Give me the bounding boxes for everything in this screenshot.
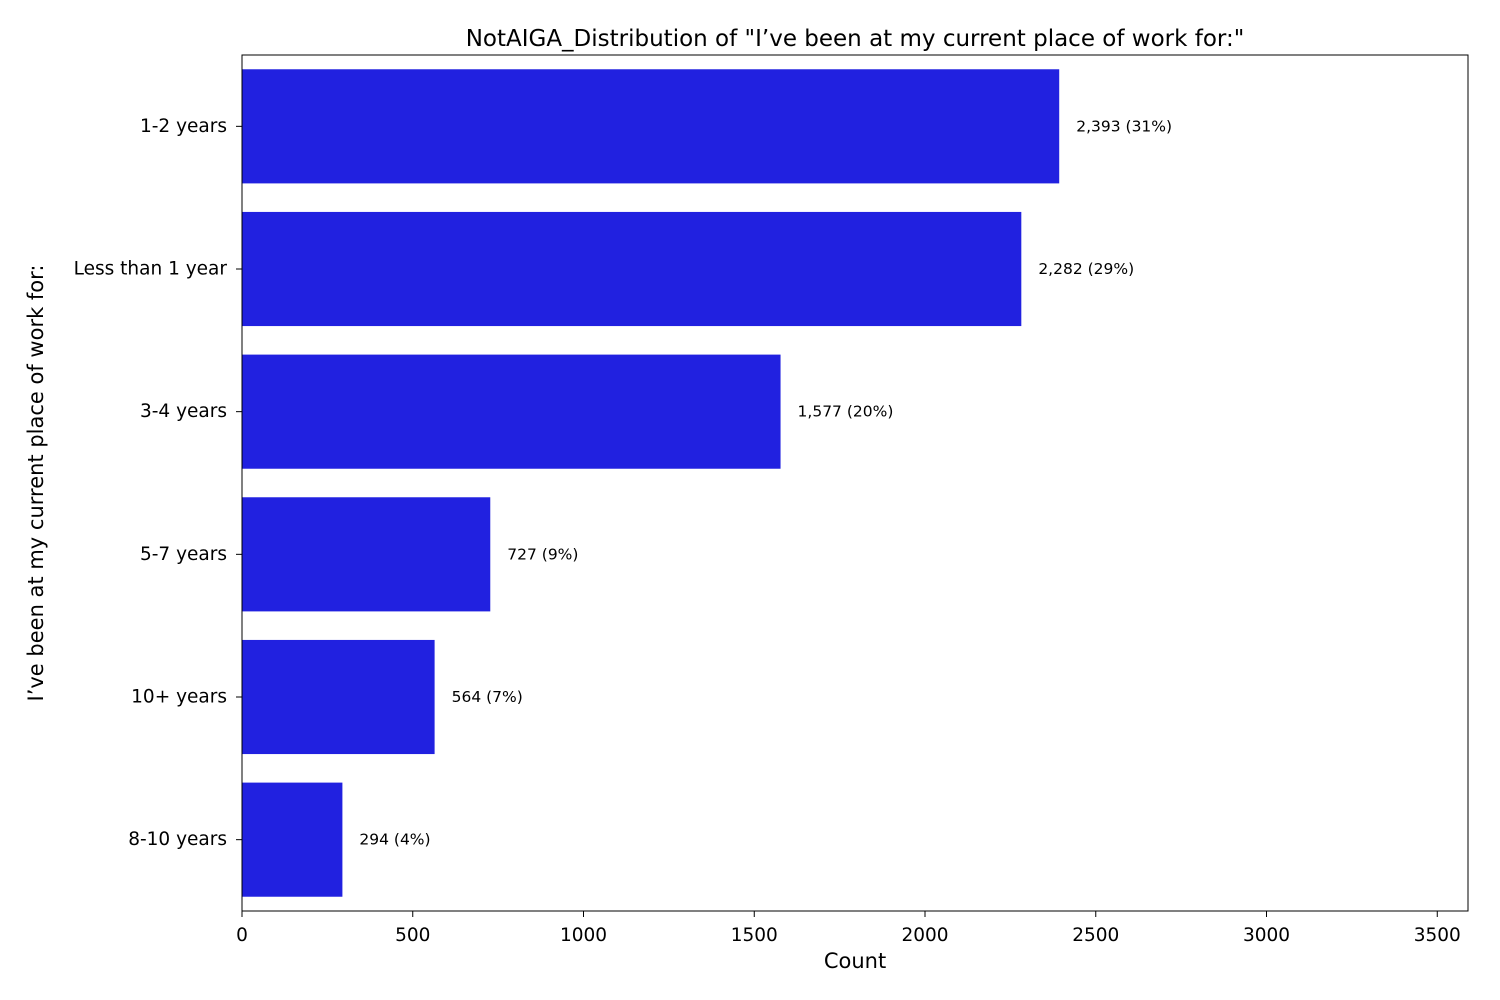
y-tick-label-1: Less than 1 year (74, 259, 228, 280)
bar-value-label-5: 294 (4%) (359, 831, 430, 849)
y-tick-label-2: 3-4 years (140, 401, 227, 422)
x-tick-label-2: 1000 (560, 925, 607, 946)
bar-4 (242, 639, 435, 755)
bar-value-label-1: 2,282 (29%) (1038, 260, 1134, 278)
x-tick-label-0: 0 (236, 925, 248, 946)
y-axis-ticks: 1-2 years Less than 1 year 3-4 years 5-7 ye… (74, 116, 242, 850)
bar-value-label-3: 727 (9%) (507, 545, 578, 563)
bars-group (242, 69, 1060, 897)
bar-2 (242, 354, 781, 469)
bar-value-label-2: 1,577 (20%) (798, 403, 894, 421)
bar-0 (242, 69, 1060, 184)
x-tick-label-6: 3000 (1243, 925, 1290, 946)
bar-1 (242, 211, 1022, 327)
y-axis-label: I’ve been at my current place of work fo… (24, 265, 48, 702)
plot-frame (241, 54, 1469, 912)
bar-5 (242, 782, 343, 897)
x-tick-label-3: 1500 (731, 925, 778, 946)
x-axis-label: Count (824, 949, 886, 973)
y-tick-label-3: 5-7 years (140, 544, 227, 565)
x-tick-label-1: 500 (395, 925, 430, 946)
y-tick-label-0: 1-2 years (140, 116, 227, 137)
y-tick-label-5: 8-10 years (128, 829, 227, 850)
chart-title: NotAIGA_Distribution of "I’ve been at my… (466, 26, 1245, 52)
bar-3 (242, 497, 491, 612)
y-tick-label-4: 10+ years (131, 687, 227, 708)
x-axis-ticks: 0 500 1000 1500 2000 2500 3000 3500 (236, 911, 1461, 946)
bar-value-label-0: 2,393 (31%) (1076, 117, 1172, 135)
x-tick-label-4: 2000 (901, 925, 948, 946)
x-tick-label-7: 3500 (1414, 925, 1461, 946)
bar-value-label-4: 564 (7%) (452, 688, 523, 706)
x-tick-label-5: 2500 (1072, 925, 1119, 946)
bar-value-labels: 2,393 (31%) 2,282 (29%) 1,577 (20%) 727 (9%… (359, 117, 1172, 848)
